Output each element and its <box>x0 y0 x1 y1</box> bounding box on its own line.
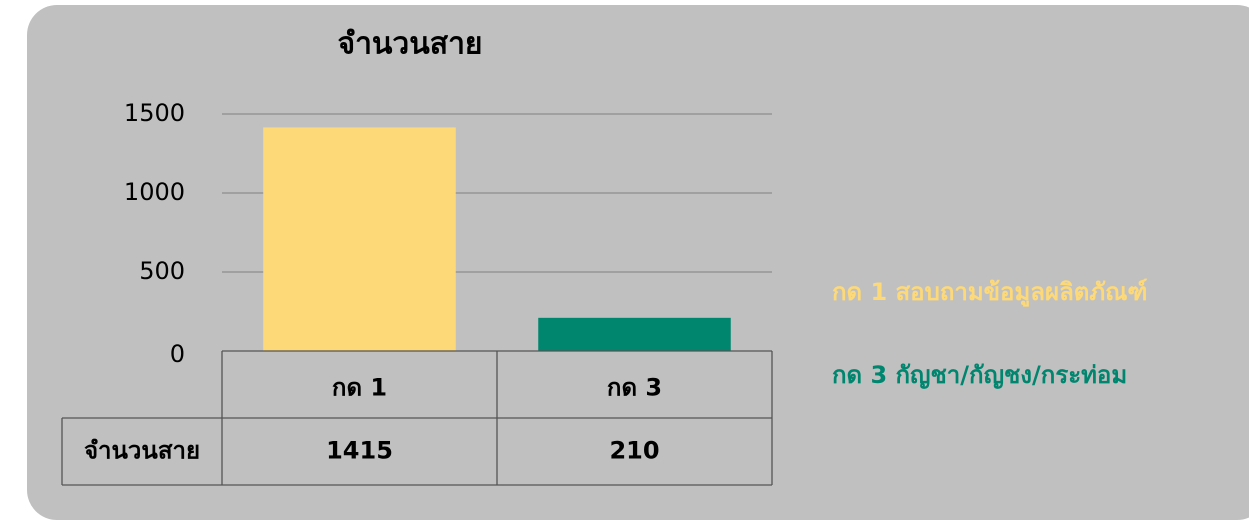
bar <box>263 127 456 352</box>
table-row-label: จำนวนสาย <box>84 437 200 465</box>
bar <box>538 317 731 351</box>
y-tick-label: 1000 <box>124 178 185 206</box>
x-tick-label: กด 3 <box>607 374 662 402</box>
legend-label: กด 3 กัญชา/กัญชง/กระท่อม <box>832 361 1127 389</box>
legend-label: กด 1 สอบถามข้อมูลผลิตภัณฑ์ <box>832 278 1147 307</box>
x-tick-label: กด 1 <box>332 374 387 402</box>
chart-title: จำนวนสาย <box>337 27 482 62</box>
y-tick-label: 500 <box>139 257 185 285</box>
table-value: 1415 <box>326 437 393 465</box>
y-tick-label: 1500 <box>124 99 185 127</box>
table-value: 210 <box>609 437 659 465</box>
y-tick-label: 0 <box>170 340 185 368</box>
